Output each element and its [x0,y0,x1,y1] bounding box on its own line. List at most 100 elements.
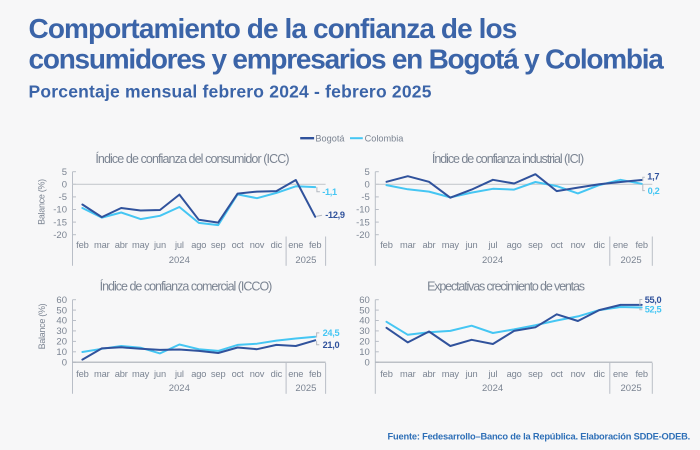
svg-text:Balance (%): Balance (%) [37,303,47,349]
svg-text:0: 0 [62,357,67,368]
svg-text:jul: jul [174,369,184,379]
svg-text:2025: 2025 [621,383,642,394]
svg-text:abr: abr [115,240,128,250]
svg-text:mar: mar [94,240,110,250]
svg-text:may: may [442,240,460,250]
svg-text:Balance (%): Balance (%) [37,179,47,225]
svg-text:feb: feb [309,240,321,250]
svg-text:2025: 2025 [295,255,316,266]
svg-text:abr: abr [115,369,128,379]
svg-text:ago: ago [191,240,206,250]
svg-text:feb: feb [635,240,647,250]
svg-text:mar: mar [94,369,110,379]
svg-text:jun: jun [153,369,166,379]
svg-text:-20: -20 [356,230,370,241]
svg-text:Bogotá: Bogotá [315,133,345,143]
svg-text:dic: dic [593,240,605,250]
svg-text:Colombia: Colombia [365,133,405,143]
svg-text:oct: oct [551,240,564,250]
svg-text:20: 20 [56,337,67,348]
svg-text:-20: -20 [53,230,67,241]
svg-text:5: 5 [365,167,370,178]
svg-text:ago: ago [507,240,522,250]
svg-text:feb: feb [309,369,321,379]
svg-text:nov: nov [571,369,586,379]
svg-text:ago: ago [191,369,206,379]
svg-text:0: 0 [62,180,67,191]
svg-text:jul: jul [487,240,497,250]
svg-text:50: 50 [56,305,67,316]
svg-text:-5: -5 [361,192,369,203]
svg-text:jul: jul [174,240,184,250]
svg-text:feb: feb [76,240,88,250]
svg-text:60: 60 [56,295,67,306]
svg-text:5: 5 [62,167,67,178]
svg-text:sep: sep [211,369,226,379]
svg-text:ene: ene [613,369,628,379]
svg-text:abr: abr [423,240,436,250]
svg-text:dic: dic [271,240,283,250]
svg-text:Comportamiento de la confianza: Comportamiento de la confianza de los [29,13,517,44]
svg-text:Expectativas crecimiento de ve: Expectativas crecimiento de ventas [427,280,585,294]
svg-text:2025: 2025 [295,383,316,394]
svg-text:21,0: 21,0 [323,340,340,350]
svg-text:40: 40 [56,316,67,327]
svg-text:feb: feb [635,369,647,379]
svg-text:-1,1: -1,1 [322,187,337,197]
svg-text:nov: nov [250,369,265,379]
svg-text:Índice de confianza comercial: Índice de confianza comercial (ICCO) [100,279,273,294]
svg-text:jun: jun [153,240,166,250]
svg-text:0,2: 0,2 [648,186,660,196]
svg-text:24,5: 24,5 [323,328,340,338]
svg-text:oct: oct [232,240,245,250]
svg-text:sep: sep [528,369,543,379]
svg-text:-10: -10 [53,205,67,216]
svg-text:30: 30 [56,326,67,337]
svg-text:abr: abr [423,369,436,379]
svg-text:oct: oct [551,369,564,379]
svg-text:-12,9: -12,9 [325,210,345,220]
svg-text:2024: 2024 [482,383,503,394]
svg-text:ene: ene [613,240,628,250]
svg-text:feb: feb [76,369,88,379]
svg-text:nov: nov [250,240,265,250]
svg-text:feb: feb [380,240,392,250]
svg-text:jul: jul [487,369,497,379]
svg-text:-15: -15 [356,217,370,228]
svg-text:mar: mar [400,369,416,379]
svg-text:sep: sep [211,240,226,250]
svg-text:50: 50 [359,305,370,316]
svg-text:Fuente: Fedesarrollo–Banco de: Fuente: Fedesarrollo–Banco de la Repúbli… [388,432,690,442]
svg-text:2025: 2025 [621,255,642,266]
svg-text:Índice de confianza industrial: Índice de confianza industrial (ICI) [432,151,584,166]
svg-text:jun: jun [465,369,478,379]
svg-text:0: 0 [365,357,370,368]
svg-text:1,7: 1,7 [647,172,659,182]
svg-text:dic: dic [271,369,283,379]
svg-text:dic: dic [593,369,605,379]
svg-text:-10: -10 [356,205,370,216]
svg-text:Porcentaje mensual febrero 202: Porcentaje mensual febrero 2024 - febrer… [29,82,432,102]
svg-text:40: 40 [359,316,370,327]
svg-text:2024: 2024 [169,383,190,394]
svg-text:2024: 2024 [169,255,190,266]
svg-text:10: 10 [56,347,67,358]
svg-text:0: 0 [365,180,370,191]
svg-text:-15: -15 [53,217,67,228]
svg-text:Índice de confianza del consum: Índice de confianza del consumidor (ICC) [95,151,289,166]
svg-text:feb: feb [380,369,392,379]
svg-text:ene: ene [288,369,303,379]
svg-text:10: 10 [359,347,370,358]
svg-text:mar: mar [400,240,416,250]
svg-text:ago: ago [507,369,522,379]
svg-text:may: may [132,369,150,379]
svg-text:sep: sep [528,240,543,250]
svg-text:55,0: 55,0 [645,295,662,305]
svg-text:-5: -5 [59,192,67,203]
svg-text:2024: 2024 [482,255,503,266]
svg-text:60: 60 [359,295,370,306]
svg-text:30: 30 [359,326,370,337]
svg-text:jun: jun [465,240,478,250]
svg-text:52,5: 52,5 [645,305,662,315]
svg-text:may: may [132,240,150,250]
